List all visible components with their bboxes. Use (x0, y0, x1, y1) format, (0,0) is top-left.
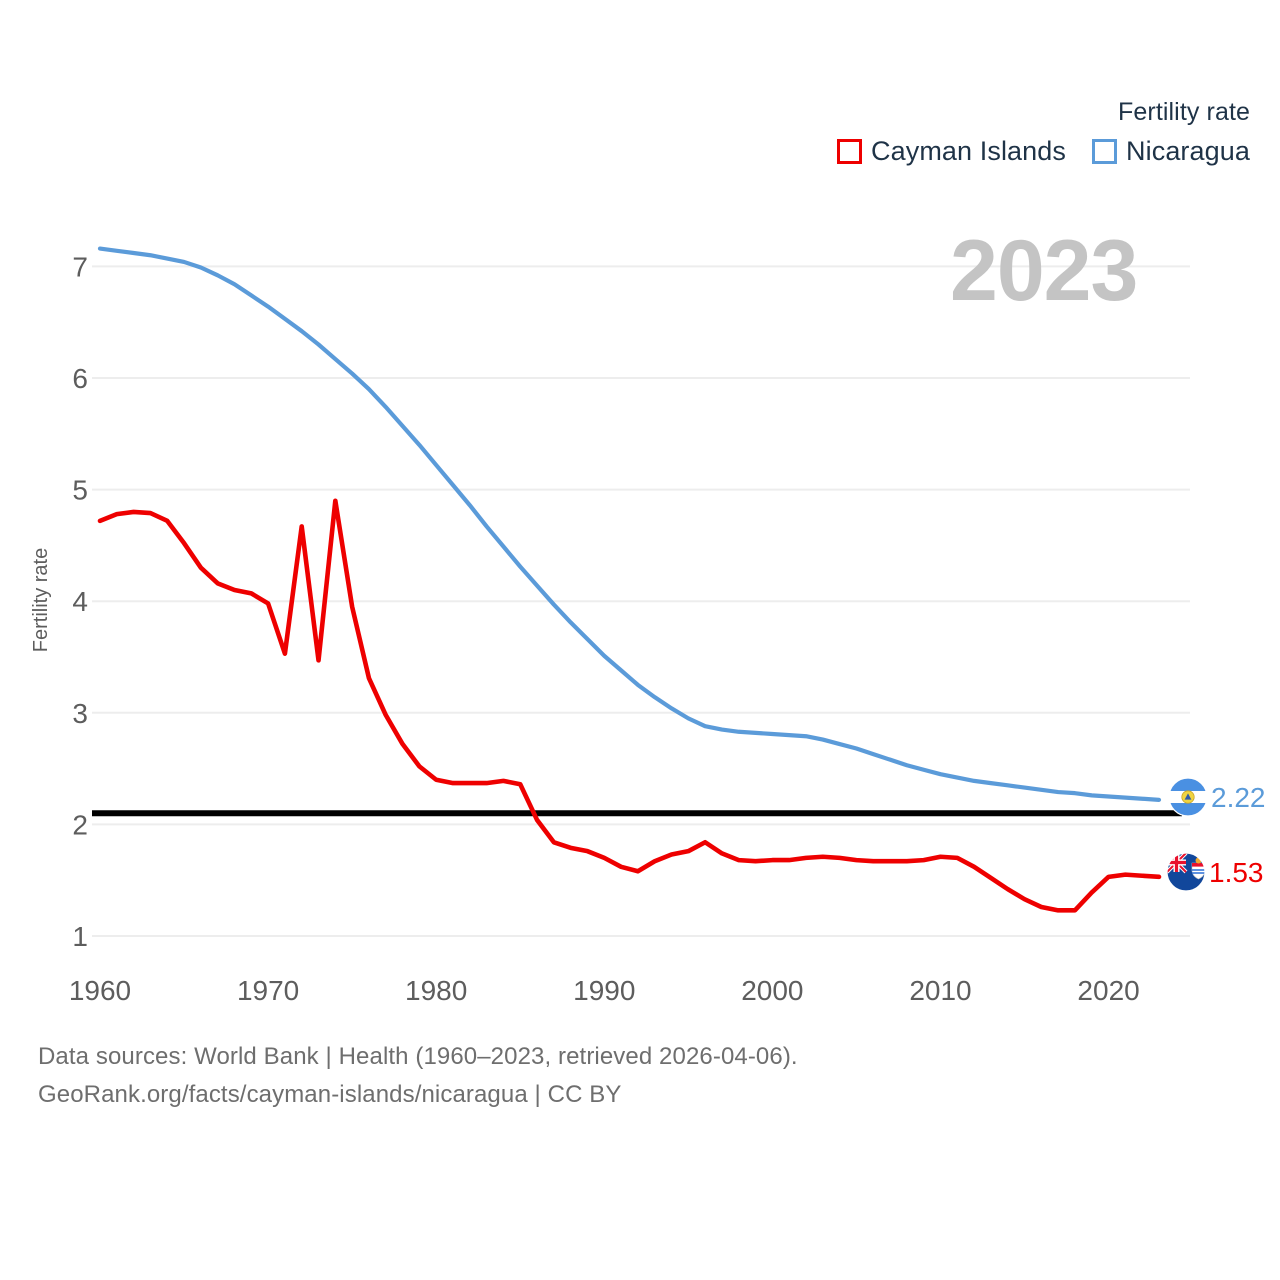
footer-attribution: GeoRank.org/facts/cayman-islands/nicarag… (38, 1081, 622, 1109)
y-tick-label-1: 1 (72, 921, 88, 952)
watermark-year: 2023 (950, 223, 1138, 319)
y-tick-label-7: 7 (72, 251, 88, 282)
x-tick-label-2010: 2010 (909, 975, 971, 1006)
fertility-rate-line-chart: 1 2 3 4 5 6 7 1960 1970 1980 1990 2000 2010 2020 Fer… (30, 246, 1266, 1006)
x-tick-label-2000: 2000 (741, 975, 803, 1006)
end-marker-nicaragua[interactable] (1168, 777, 1208, 817)
y-tick-label-4: 4 (72, 586, 88, 617)
series-line-nicaragua (97, 246, 1162, 802)
y-axis-title: Fertility rate (30, 548, 52, 652)
x-tick-label-1980: 1980 (405, 975, 467, 1006)
y-tick-label-6: 6 (72, 363, 88, 394)
end-marker-cayman-islands[interactable] (1166, 852, 1206, 892)
x-axis-ticks: 1960 1970 1980 1990 2000 2010 2020 (69, 975, 1140, 1006)
x-tick-label-1990: 1990 (573, 975, 635, 1006)
footer-data-sources: Data sources: World Bank | Health (1960–… (38, 1043, 798, 1070)
x-tick-label-1960: 1960 (69, 975, 131, 1006)
x-tick-label-2020: 2020 (1077, 975, 1139, 1006)
end-value-cayman-islands: 1.53 (1209, 857, 1264, 888)
gridlines (92, 265, 1190, 937)
y-tick-label-3: 3 (72, 698, 88, 729)
nicaragua-flag-icon (1169, 778, 1207, 816)
chart-footer: Data sources: World Bank | Health (1960–… (38, 1038, 1238, 1115)
plot-area: 2023 1 2 3 4 5 6 7 1960 1970 1980 1990 2000 2010 202… (30, 223, 1266, 1006)
y-tick-label-2: 2 (72, 809, 88, 840)
y-tick-label-5: 5 (72, 475, 88, 506)
y-axis-ticks: 1 2 3 4 5 6 7 (72, 251, 88, 952)
x-tick-label-1970: 1970 (237, 975, 299, 1006)
series-line-cayman-islands (97, 498, 1162, 913)
end-value-nicaragua: 2.22 (1211, 782, 1266, 813)
